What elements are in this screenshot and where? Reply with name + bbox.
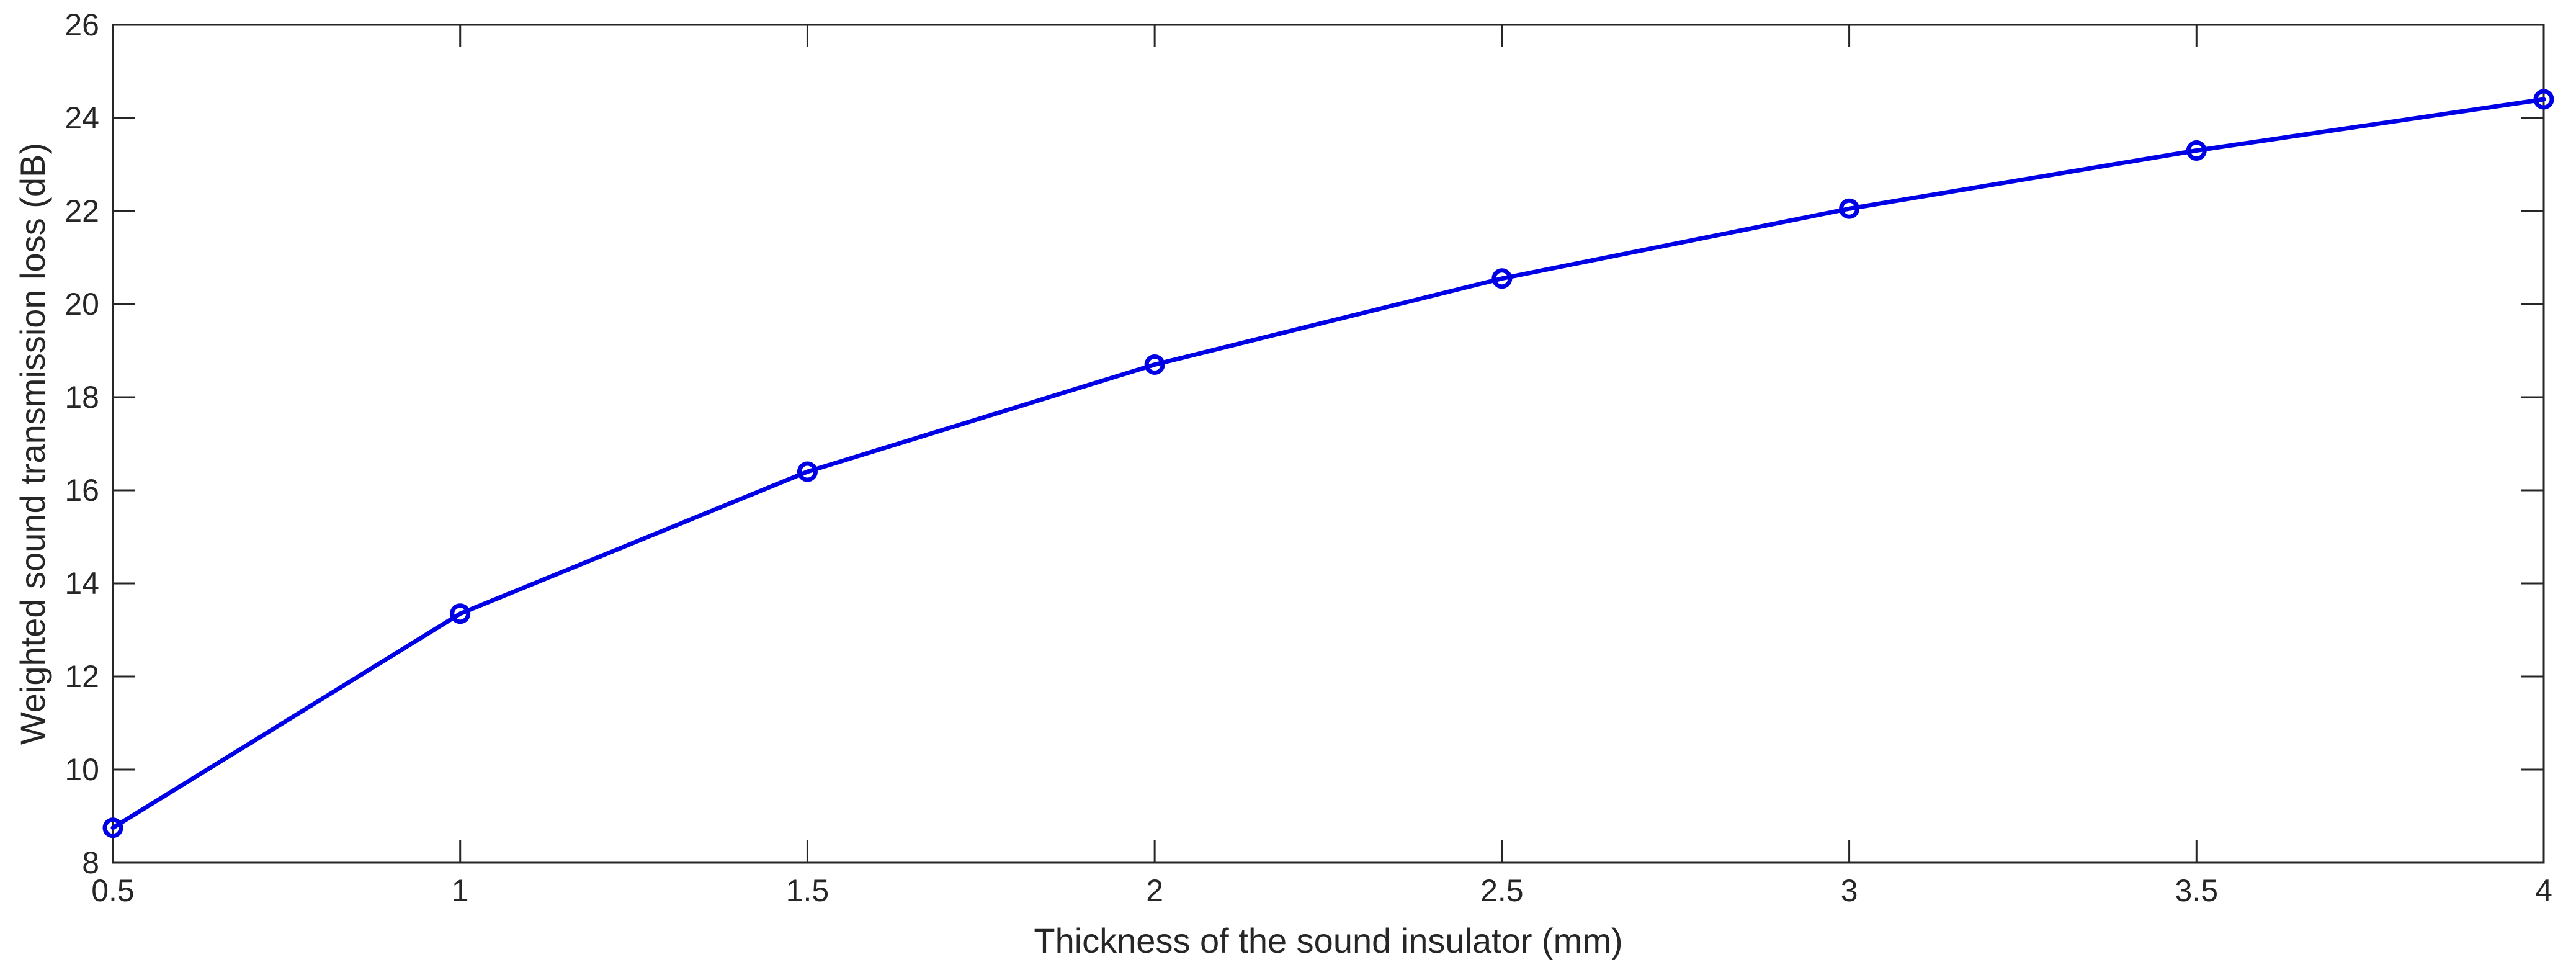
y-tick-label: 10 [65,752,99,787]
x-tick-label: 3 [1841,873,1858,908]
axes: 0.5 1 1.5 2 2.5 3 3.5 4 8 10 12 14 16 18 20 22 24 26 [65,7,2552,908]
y-tick-label: 14 [65,566,99,601]
x-tick-label: 2.5 [1480,873,1524,908]
x-tick-label: 2 [1146,873,1163,908]
data-point [1491,268,1513,289]
axes-box [112,24,2545,864]
x-tick-label: 1 [452,873,469,908]
y-tick-label: 22 [65,194,99,228]
data-point [2533,89,2554,110]
y-tick-label: 26 [65,7,99,42]
x-axis-label: Thickness of the sound insulator (mm) [1034,921,1622,960]
x-tick-label: 3.5 [2175,873,2219,908]
x-tick-label: 0.5 [91,873,135,908]
plot-area [102,89,2554,838]
y-axis-label: Weighted sound transmission loss (dB) [13,143,52,745]
series-line [110,97,2546,830]
data-point [797,461,818,482]
data-point [1839,198,1860,219]
y-tick-label: 24 [65,101,99,135]
y-tick-label: 20 [65,287,99,321]
y-tick-label: 8 [82,845,99,880]
y-tick-label: 12 [65,659,99,694]
y-tick-label: 16 [65,473,99,508]
y-tick-label: 18 [65,380,99,415]
data-point [102,817,123,838]
x-tick-label: 1.5 [786,873,830,908]
data-point [2186,140,2207,161]
data-point [450,603,471,624]
data-point [1144,354,1165,375]
x-tick-label: 4 [2535,873,2552,908]
